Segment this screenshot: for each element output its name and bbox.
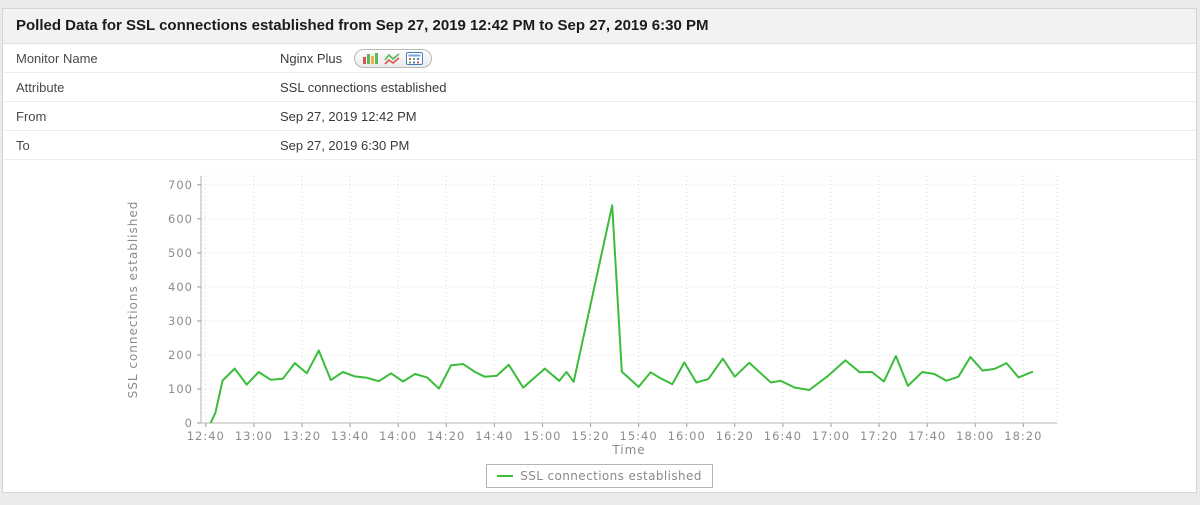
svg-text:0: 0 <box>185 416 193 430</box>
to-value: Sep 27, 2019 6:30 PM <box>280 137 410 153</box>
polled-data-panel: Polled Data for SSL connections establis… <box>2 8 1197 493</box>
svg-text:500: 500 <box>168 246 193 260</box>
legend-label: SSL connections established <box>520 469 702 483</box>
svg-text:16:20: 16:20 <box>716 429 754 443</box>
data-table-icon[interactable] <box>406 51 424 65</box>
svg-text:14:40: 14:40 <box>475 429 513 443</box>
svg-text:13:20: 13:20 <box>283 429 321 443</box>
svg-text:200: 200 <box>168 348 193 362</box>
bar-chart-icon[interactable] <box>363 52 379 65</box>
svg-text:SSL connections established: SSL connections established <box>126 201 140 399</box>
chart-area: 0 100 200 300 400 500 600 700 12:40 13:00 13:20 13:… <box>121 166 1196 461</box>
svg-text:Time: Time <box>611 443 645 456</box>
legend-swatch <box>497 475 514 477</box>
svg-text:13:00: 13:00 <box>235 429 273 443</box>
svg-text:15:40: 15:40 <box>620 429 658 443</box>
chart-legend: SSL connections established <box>486 464 713 488</box>
to-label: To <box>16 137 30 153</box>
polled-data-chart: 0 100 200 300 400 500 600 700 12:40 13:00 13:20 13:… <box>126 175 1058 457</box>
attribute-label: Attribute <box>16 79 65 95</box>
from-label: From <box>16 108 47 124</box>
from-value: Sep 27, 2019 12:42 PM <box>280 108 417 124</box>
svg-text:400: 400 <box>168 280 193 294</box>
monitor-view-switcher[interactable] <box>354 48 433 68</box>
svg-text:700: 700 <box>168 178 193 192</box>
svg-text:17:20: 17:20 <box>860 429 898 443</box>
svg-text:12:40: 12:40 <box>187 429 225 443</box>
svg-text:300: 300 <box>168 314 193 328</box>
svg-text:600: 600 <box>168 212 193 226</box>
monitor-name-label: Monitor Name <box>16 50 98 66</box>
info-row-to: To Sep 27, 2019 6:30 PM <box>3 131 1196 160</box>
svg-text:13:40: 13:40 <box>331 429 369 443</box>
line-chart-icon[interactable] <box>384 52 401 65</box>
svg-text:17:40: 17:40 <box>908 429 946 443</box>
svg-text:18:00: 18:00 <box>956 429 994 443</box>
monitor-name-value: Nginx Plus <box>280 50 343 66</box>
svg-text:14:20: 14:20 <box>427 429 465 443</box>
svg-text:100: 100 <box>168 382 193 396</box>
svg-text:18:20: 18:20 <box>1004 429 1042 443</box>
svg-text:14:00: 14:00 <box>379 429 417 443</box>
attribute-value: SSL connections established <box>280 79 447 95</box>
svg-text:17:00: 17:00 <box>812 429 850 443</box>
svg-text:16:40: 16:40 <box>764 429 802 443</box>
svg-text:15:00: 15:00 <box>523 429 561 443</box>
info-row-from: From Sep 27, 2019 12:42 PM <box>3 102 1196 131</box>
svg-text:15:20: 15:20 <box>571 429 609 443</box>
page-title: Polled Data for SSL connections establis… <box>3 9 1196 44</box>
info-row-attribute: Attribute SSL connections established <box>3 73 1196 102</box>
info-row-monitor-name: Monitor Name Nginx Plus <box>3 44 1196 73</box>
svg-text:16:00: 16:00 <box>668 429 706 443</box>
